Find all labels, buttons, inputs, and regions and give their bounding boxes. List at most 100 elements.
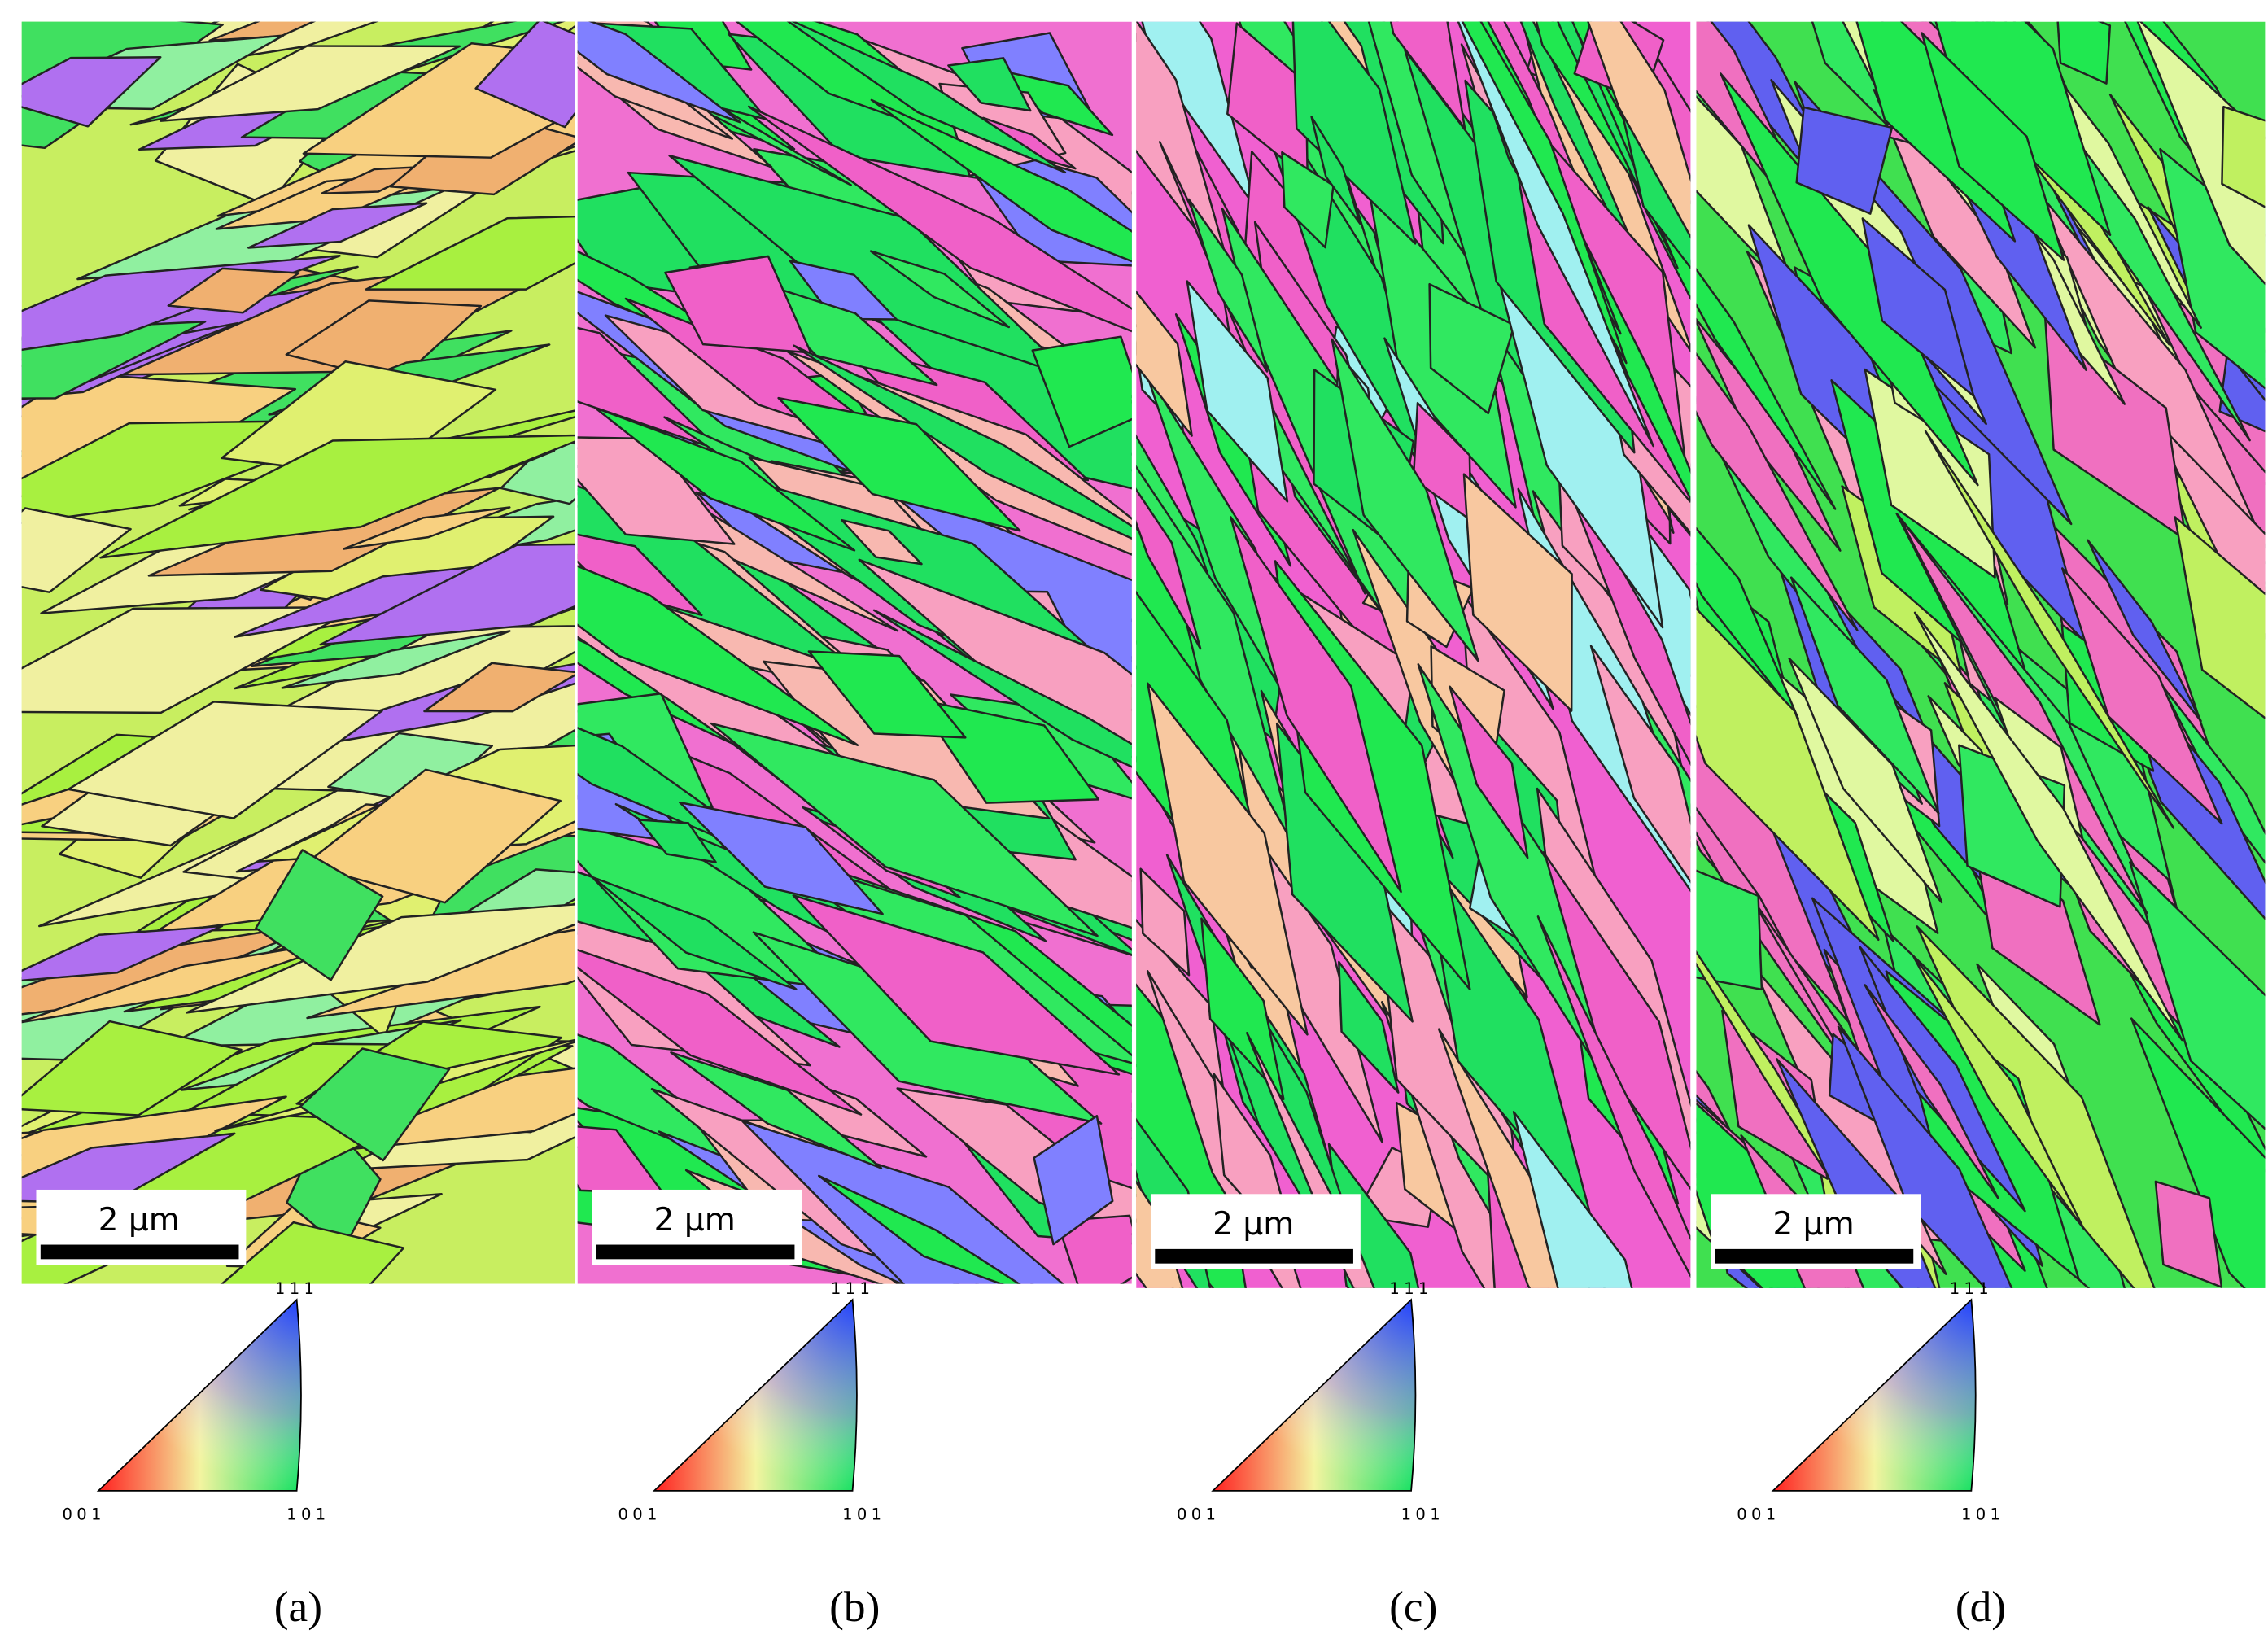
grain xyxy=(1696,352,1859,631)
ipf-triangle-blue xyxy=(652,1298,858,1492)
grain xyxy=(21,924,224,982)
ipf-label-111: 111 xyxy=(1950,1279,1993,1298)
grain xyxy=(1187,198,1269,373)
grain xyxy=(2087,539,2202,723)
grain xyxy=(807,650,967,739)
panel-label: (d) xyxy=(1956,1582,2006,1631)
grain xyxy=(1720,72,1979,487)
ipf-label-111: 111 xyxy=(831,1279,874,1298)
ipf-label-101: 101 xyxy=(286,1505,330,1523)
grain xyxy=(741,1120,1064,1284)
grain xyxy=(247,202,428,249)
grain xyxy=(915,697,1100,804)
grain xyxy=(1200,917,1285,1100)
ebsd-map: 2 µm 111 001 101 (a) xyxy=(21,21,575,1631)
grain xyxy=(1147,682,1309,1036)
ipf-triangle-blue xyxy=(1771,1298,1977,1492)
ipf-label-001: 001 xyxy=(63,1505,106,1523)
grain xyxy=(167,267,300,314)
grain xyxy=(679,801,884,915)
ebsd-map: 2 µm 111 001 101 (c) xyxy=(1136,21,1691,1631)
grains xyxy=(577,21,1132,1284)
grain xyxy=(220,1221,405,1284)
scale-bar-label: 2 µm xyxy=(1772,1206,1854,1243)
grains xyxy=(21,21,575,1284)
grain xyxy=(1338,960,1400,1094)
grain xyxy=(1861,217,1975,397)
ebsd-map: 2 µm 111 001 101 (d) xyxy=(1696,21,2266,1631)
grain xyxy=(1696,607,1880,941)
grain xyxy=(1186,280,1289,503)
grain xyxy=(474,21,575,129)
grain xyxy=(1864,984,1999,1199)
scale-bar-label: 2 µm xyxy=(654,1202,736,1239)
grain xyxy=(319,543,575,646)
grain xyxy=(2154,1180,2223,1288)
grain xyxy=(789,260,898,321)
grain xyxy=(577,21,741,124)
grain xyxy=(1855,21,2017,243)
grain xyxy=(1331,338,1479,662)
grain xyxy=(1921,32,2065,261)
ipf-label-111: 111 xyxy=(275,1279,318,1298)
grain xyxy=(1230,516,1402,894)
grain xyxy=(1457,21,1654,448)
grain xyxy=(1310,116,1361,225)
grain xyxy=(1795,106,1894,215)
grain xyxy=(2034,188,2266,565)
grain xyxy=(1033,1114,1114,1246)
ipf-label-001: 001 xyxy=(1737,1505,1780,1523)
grain xyxy=(1449,685,1529,859)
grain xyxy=(593,406,856,552)
grain xyxy=(577,949,863,1116)
grain xyxy=(1913,611,2183,1042)
grain xyxy=(1789,576,1940,815)
grain xyxy=(786,21,1067,174)
scale-bar xyxy=(596,1244,795,1260)
grain xyxy=(577,436,736,545)
grain xyxy=(710,722,1099,937)
ebsd-map: 2 µm 111 001 101 (b) xyxy=(577,21,1132,1631)
grain xyxy=(21,507,132,593)
grain xyxy=(160,45,461,122)
panel-label: (b) xyxy=(829,1582,880,1631)
scale-bar xyxy=(1715,1248,1914,1264)
grain xyxy=(2056,21,2112,85)
grain xyxy=(21,56,162,128)
grain xyxy=(792,894,1121,1076)
grain xyxy=(1912,955,2085,1230)
grain xyxy=(1055,1214,1132,1284)
grain xyxy=(1512,1111,1633,1288)
grain xyxy=(303,768,562,904)
grain xyxy=(365,215,575,291)
grain xyxy=(1389,21,1466,130)
scale-bar-label: 2 µm xyxy=(1213,1206,1294,1243)
grain xyxy=(423,662,575,713)
scale-bar xyxy=(1155,1248,1353,1264)
ipf-triangle-blue xyxy=(96,1298,302,1492)
grain xyxy=(1837,1025,2013,1288)
grain xyxy=(1696,869,1763,991)
grain xyxy=(1696,267,1837,510)
grain xyxy=(1291,21,1417,245)
grain xyxy=(1428,282,1515,415)
grain xyxy=(99,434,575,559)
grain xyxy=(343,506,511,550)
grain xyxy=(869,250,1011,329)
scale-bar-label: 2 µm xyxy=(98,1202,180,1239)
grain xyxy=(1031,335,1132,448)
grain xyxy=(577,565,859,746)
grain xyxy=(1136,487,1202,650)
grain xyxy=(1462,473,1573,712)
ipf-triangle-blue xyxy=(1211,1298,1417,1492)
panel-label: (a) xyxy=(274,1582,322,1631)
grain xyxy=(2221,105,2266,208)
grain xyxy=(1898,515,2148,915)
grain xyxy=(1139,867,1191,977)
grain xyxy=(747,105,1132,333)
grain xyxy=(299,1047,451,1162)
grain xyxy=(637,819,717,863)
grain xyxy=(1587,21,1691,239)
grain xyxy=(817,1174,1021,1284)
